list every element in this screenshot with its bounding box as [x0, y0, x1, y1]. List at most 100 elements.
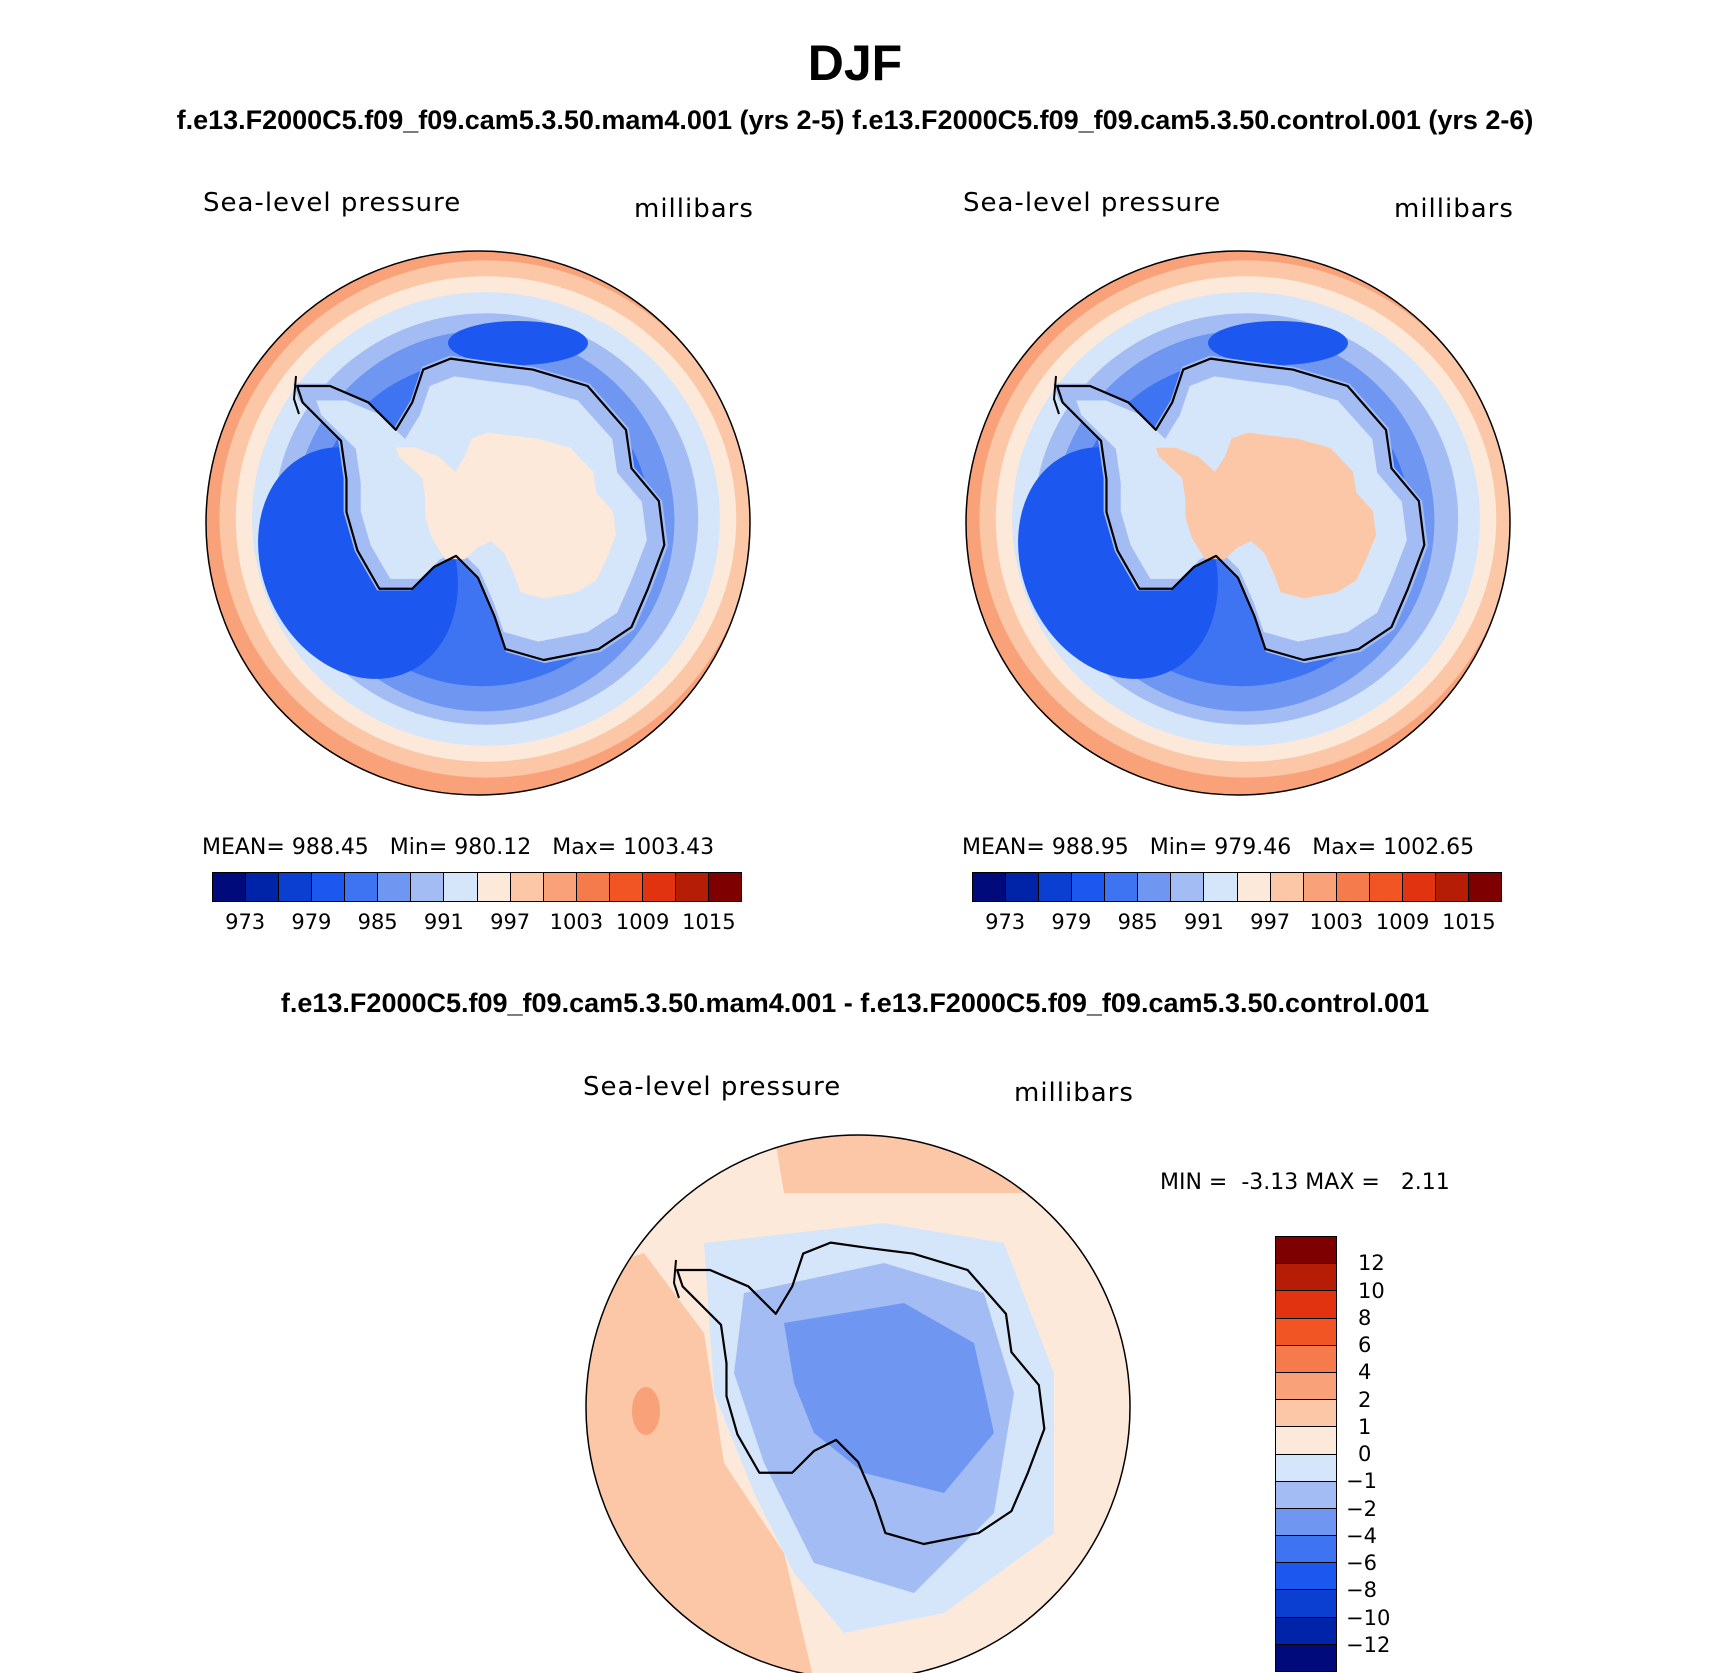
panel3-max-label: MAX =	[1305, 1170, 1380, 1195]
panel2-max-label: Max=	[1312, 835, 1377, 860]
colorbar-tick-label: 1015	[682, 910, 736, 934]
colorbar-tick-label: 1003	[549, 910, 604, 934]
panel3-colorbar-ticks: 12 10 8 6 4 2 1 0 −1 −2 −4 −6 −8 −10 −12	[1346, 1236, 1426, 1672]
panel2-min-value: 979.46	[1214, 835, 1292, 860]
colorbar-swatch	[1336, 873, 1370, 901]
coastline	[217, 373, 223, 390]
colorbar-tick-label: 12	[1358, 1251, 1385, 1276]
colorbar-swatch	[675, 873, 709, 901]
colorbar-tick-label: −4	[1346, 1523, 1377, 1548]
panel1-min-value: 980.12	[454, 835, 532, 860]
colorbar-tick-label: 8	[1358, 1305, 1372, 1330]
colorbar-swatch	[973, 873, 1007, 901]
colorbar-swatch	[246, 873, 280, 901]
colorbar-swatch	[1237, 873, 1271, 901]
colorbar-tick-label: 979	[291, 910, 332, 934]
panel1-colorbar	[212, 872, 742, 902]
colorbar-swatch	[1276, 1563, 1336, 1591]
field-band	[448, 321, 588, 365]
colorbar-swatch	[1072, 873, 1106, 901]
panel2-variable-label: Sea-level pressure	[963, 188, 1222, 218]
panel2-field	[966, 251, 1510, 795]
colorbar-swatch	[1435, 873, 1469, 901]
colorbar-swatch	[1276, 1590, 1336, 1618]
colorbar-tick-label: −12	[1346, 1632, 1391, 1657]
colorbar-swatch	[1276, 1264, 1336, 1292]
map-boundary	[585, 1134, 1131, 1673]
colorbar-swatch	[1276, 1508, 1336, 1537]
panel2-colorbar	[972, 872, 1502, 902]
colorbar-tick-label: 973	[225, 910, 266, 934]
colorbar-swatch	[1276, 1237, 1336, 1265]
panel1-max-value: 1003.43	[623, 835, 715, 860]
colorbar-tick-label: 973	[985, 910, 1026, 934]
field-band	[586, 1135, 1130, 1193]
colorbar-tick-label: −2	[1346, 1496, 1377, 1521]
colorbar-tick-label: 997	[490, 910, 531, 934]
colorbar-tick-label: −6	[1346, 1551, 1377, 1575]
panel3-colorbar	[1275, 1236, 1337, 1672]
panel1-min-label: Min=	[389, 835, 448, 860]
coastline	[1056, 357, 1426, 662]
panel2-min-label: Min=	[1149, 835, 1208, 860]
panel3-polar-map	[585, 1134, 1131, 1673]
colorbar-swatch	[477, 873, 511, 901]
colorbar-tick-label: 985	[357, 910, 398, 934]
panel1-stats: MEAN= 988.45 Min= 980.12 Max= 1003.43	[202, 835, 714, 860]
colorbar-swatch	[213, 873, 247, 901]
colorbar-tick-label: −1	[1346, 1469, 1377, 1494]
colorbar-swatch	[378, 873, 412, 901]
coastline	[296, 357, 666, 662]
map-boundary	[965, 250, 1511, 796]
colorbar-tick-label: −8	[1346, 1578, 1377, 1603]
panel1-mean-label: MEAN=	[202, 835, 285, 860]
colorbar-tick-label: 985	[1117, 910, 1158, 934]
panel1-field	[206, 251, 750, 795]
colorbar-swatch	[1105, 873, 1139, 901]
colorbar-swatch	[1276, 1291, 1336, 1319]
colorbar-tick-label: 2	[1358, 1387, 1372, 1412]
panel-pair-subtitle: f.e13.F2000C5.f09_f09.cam5.3.50.mam4.001…	[176, 105, 1534, 135]
colorbar-tick-label: 1009	[1375, 910, 1430, 934]
panel1-colorbar-ticks: 973 979 985 991 997 1003 1009 1015	[212, 910, 742, 938]
colorbar-swatch	[444, 873, 478, 901]
panel3-variable-label: Sea-level pressure	[583, 1072, 842, 1102]
panel3-units-label: millibars	[1014, 1078, 1134, 1108]
colorbar-swatch	[708, 873, 741, 901]
field-band	[395, 432, 617, 599]
colorbar-tick-label: 1015	[1442, 910, 1496, 934]
panel1-variable-label: Sea-level pressure	[203, 188, 462, 218]
colorbar-swatch	[312, 873, 346, 901]
colorbar-swatch	[1276, 1454, 1336, 1482]
colorbar-tick-label: 10	[1358, 1278, 1385, 1303]
panel2-polar-map	[965, 250, 1511, 796]
panel1-polar-map	[205, 250, 751, 796]
colorbar-swatch	[1276, 1536, 1336, 1564]
field-band	[784, 1303, 994, 1493]
panel1-mean-value: 988.45	[291, 835, 369, 860]
panel3-min-value: -3.13	[1241, 1170, 1299, 1195]
colorbar-swatch	[1006, 873, 1040, 901]
colorbar-tick-label: 997	[1250, 910, 1291, 934]
colorbar-swatch	[543, 873, 577, 901]
colorbar-swatch	[609, 873, 643, 901]
panel3-min-label: MIN =	[1160, 1170, 1228, 1195]
colorbar-swatch	[576, 873, 610, 901]
colorbar-swatch	[1468, 873, 1501, 901]
colorbar-tick-label: 979	[1051, 910, 1092, 934]
colorbar-swatch	[345, 873, 379, 901]
colorbar-tick-label: 1	[1358, 1414, 1372, 1439]
panel2-colorbar-ticks: 973 979 985 991 997 1003 1009 1015	[972, 910, 1502, 938]
panel1-max-label: Max=	[552, 835, 617, 860]
colorbar-tick-label: 1009	[615, 910, 670, 934]
colorbar-swatch	[1204, 873, 1238, 901]
colorbar-tick-label: 4	[1358, 1360, 1372, 1385]
colorbar-swatch	[1276, 1400, 1336, 1428]
colorbar-swatch	[1270, 873, 1304, 901]
colorbar-swatch	[1276, 1318, 1336, 1346]
panel2-stats: MEAN= 988.95 Min= 979.46 Max= 1002.65	[962, 835, 1474, 860]
colorbar-swatch	[411, 873, 445, 901]
coastline	[977, 373, 983, 390]
coastline	[292, 375, 300, 415]
colorbar-swatch	[1369, 873, 1403, 901]
